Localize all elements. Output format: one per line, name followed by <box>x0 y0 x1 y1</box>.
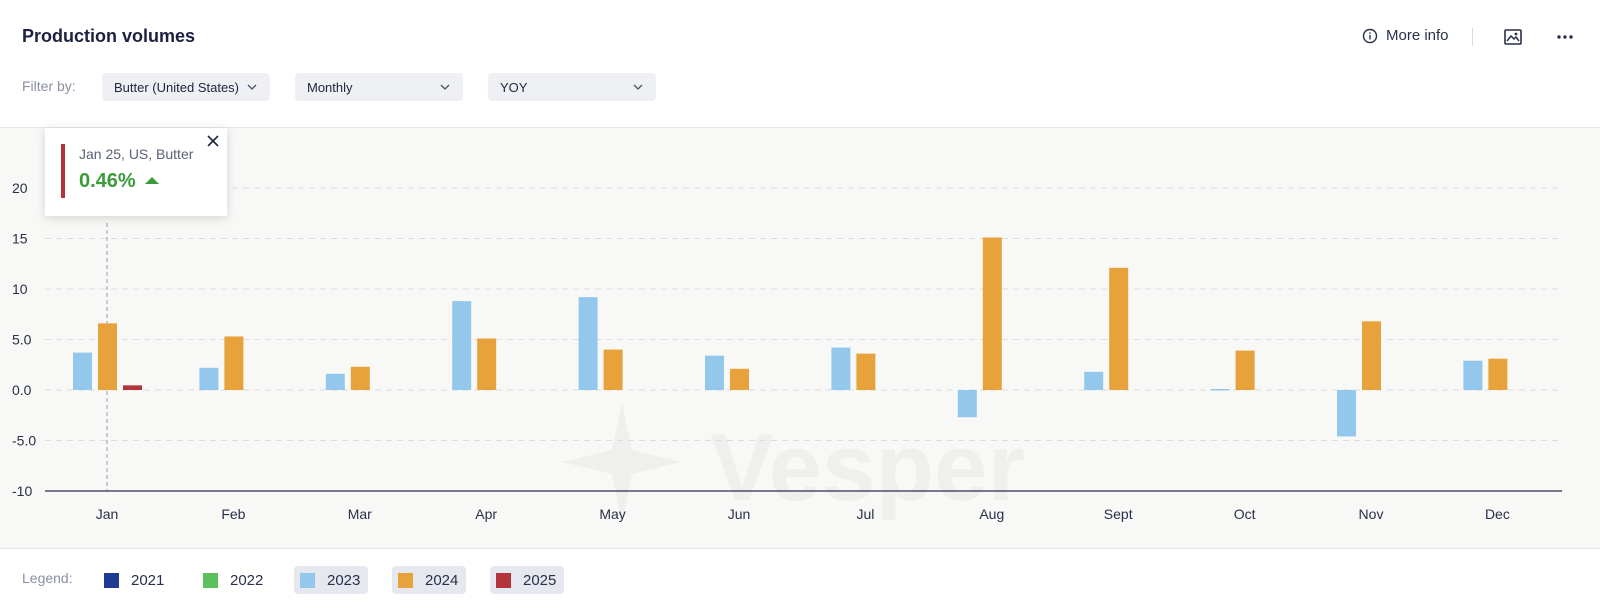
frequency-dropdown-value: Monthly <box>307 79 353 95</box>
trend-up-icon <box>145 177 159 184</box>
x-tick-label: Mar <box>348 506 372 522</box>
x-tick-label: Aug <box>979 506 1004 522</box>
tooltip-series-marker <box>61 144 65 198</box>
y-tick-label: 0.0 <box>12 382 32 398</box>
x-tick-label: Sept <box>1104 506 1133 522</box>
legend-swatch <box>398 572 413 588</box>
bar-2023-Jun[interactable] <box>705 355 724 390</box>
mode-dropdown-value: YOY <box>500 79 528 95</box>
bar-2023-Nov[interactable] <box>1337 390 1356 437</box>
chevron-down-icon <box>633 84 643 90</box>
filter-label: Filter by: <box>22 78 76 94</box>
x-tick-label: Apr <box>475 506 497 522</box>
legend-item-2023[interactable]: 2023 <box>294 566 369 594</box>
bar-chart: Vesper 20 15 10 5.0 0.0 -5.0 -10 Jan Feb Mar Apr Ma… <box>12 180 1562 523</box>
tooltip-title: Jan 25, US, Butter <box>79 146 194 162</box>
bar-2023-Oct[interactable] <box>1210 388 1230 391</box>
bar-2023-Mar[interactable] <box>325 373 345 390</box>
watermark: Vesper <box>562 403 1025 523</box>
x-tick-label: Jul <box>856 506 874 522</box>
x-tick-label: May <box>599 506 625 522</box>
y-tick-label: 5.0 <box>12 332 32 348</box>
x-tick-label: Jan <box>96 506 119 522</box>
legend-item-2021[interactable]: 2021 <box>98 566 172 594</box>
bar-2024-Apr[interactable] <box>477 338 497 390</box>
bar-2024-Mar[interactable] <box>350 366 370 390</box>
bar-2023-Apr[interactable] <box>452 301 472 390</box>
chevron-down-icon <box>247 84 257 90</box>
legend-item-label: 2021 <box>131 571 165 589</box>
y-tick-label: -10 <box>12 483 32 499</box>
legend-item-label: 2024 <box>425 571 459 589</box>
y-tick-label: 10 <box>12 281 28 297</box>
tooltip-value: 0.46% <box>79 170 136 192</box>
bar-2023-Aug[interactable] <box>957 390 977 418</box>
legend-item-2025[interactable]: 2025 <box>490 566 565 594</box>
y-tick-label: -5.0 <box>12 433 36 449</box>
x-tick-label: Jun <box>728 506 751 522</box>
x-tick-label: Feb <box>221 506 245 522</box>
legend-item-2024[interactable]: 2024 <box>392 566 467 594</box>
bar-2024-Jan[interactable] <box>98 323 117 390</box>
bar-2024-Sept[interactable] <box>1109 267 1129 390</box>
product-dropdown[interactable]: Butter (United States) <box>102 73 270 101</box>
legend-swatch <box>203 572 218 588</box>
bar-2023-May[interactable] <box>578 297 598 390</box>
divider <box>1472 28 1473 46</box>
data-tooltip: Jan 25, US, Butter 0.46% <box>45 128 227 216</box>
close-icon[interactable] <box>205 133 221 149</box>
legend-swatch <box>300 572 315 588</box>
chart-header: Production volumes More info Filter by: … <box>0 0 1600 126</box>
legend-item-2022[interactable]: 2022 <box>197 566 271 594</box>
bar-2024-Oct[interactable] <box>1235 350 1255 390</box>
bar-2024-Aug[interactable] <box>982 237 1002 390</box>
bar-2024-May[interactable] <box>603 349 623 390</box>
legend-item-label: 2022 <box>230 571 264 589</box>
bar-2023-Dec[interactable] <box>1463 360 1483 390</box>
bar-2023-Sept[interactable] <box>1084 371 1104 390</box>
bar-2023-Feb[interactable] <box>199 367 219 390</box>
chevron-down-icon <box>440 84 450 90</box>
bar-2023-Jan[interactable] <box>73 352 92 390</box>
x-tick-label: Nov <box>1359 506 1384 522</box>
y-tick-label: 15 <box>12 231 28 247</box>
x-tick-label: Dec <box>1485 506 1510 522</box>
legend-swatch <box>104 572 119 588</box>
info-icon <box>1362 28 1378 43</box>
x-tick-label: Oct <box>1234 506 1256 522</box>
mode-dropdown[interactable]: YOY <box>488 73 656 101</box>
bar-2024-Feb[interactable] <box>224 336 244 390</box>
watermark-text: Vesper <box>710 414 1025 521</box>
bar-2024-Jun[interactable] <box>730 368 749 390</box>
legend-item-label: 2025 <box>523 571 557 589</box>
y-tick-label: 20 <box>12 180 28 196</box>
frequency-dropdown[interactable]: Monthly <box>295 73 463 101</box>
product-dropdown-value: Butter (United States) <box>114 79 239 95</box>
bar-2023-Jul[interactable] <box>831 347 851 390</box>
chart-area: Vesper 20 15 10 5.0 0.0 -5.0 -10 Jan Feb Mar Apr Ma… <box>0 127 1600 549</box>
legend-swatch <box>496 572 511 588</box>
more-dots-icon[interactable] <box>1554 26 1576 48</box>
more-info-label: More info <box>1386 27 1449 44</box>
bar-2024-Jul[interactable] <box>856 353 876 390</box>
bar-2024-Nov[interactable] <box>1362 321 1381 390</box>
more-info-button[interactable]: More info <box>1362 27 1449 44</box>
page-title: Production volumes <box>22 26 196 46</box>
legend-item-label: 2023 <box>327 571 361 589</box>
legend-label: Legend: <box>22 570 73 586</box>
bar-2025-Jan[interactable] <box>123 385 142 390</box>
image-icon[interactable] <box>1502 26 1524 48</box>
chart-legend: Legend: 2021 2022 2023 2024 2025 <box>0 548 1600 611</box>
bar-2024-Dec[interactable] <box>1488 358 1508 390</box>
